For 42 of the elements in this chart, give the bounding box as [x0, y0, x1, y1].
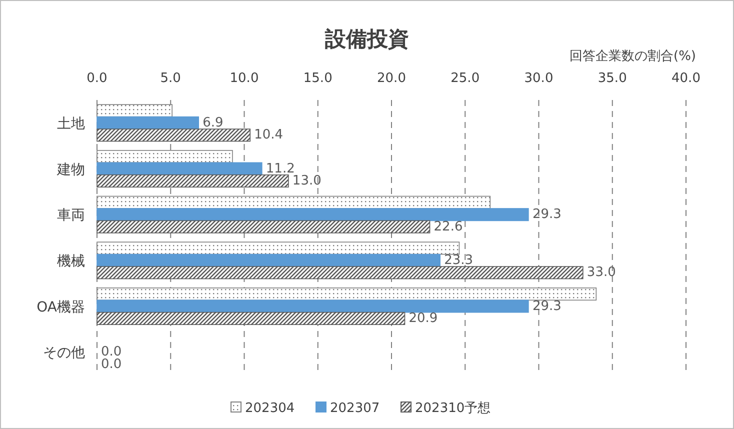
- x-tick-label: 0.0: [86, 71, 108, 86]
- x-tick-label: 5.0: [160, 71, 181, 86]
- x-tick-label: 30.0: [524, 71, 554, 86]
- data-label: 29.3: [532, 298, 562, 314]
- data-label: 22.6: [434, 219, 463, 234]
- x-tick-label: 35.0: [598, 71, 627, 86]
- bar: [96, 300, 529, 313]
- bar: [96, 312, 406, 325]
- bar: [96, 266, 584, 280]
- text: 回答企業数の割合(%): [570, 49, 696, 64]
- data-label: 13.0: [292, 173, 322, 188]
- legend-label: 202307: [330, 401, 380, 416]
- y-tick-label: その他: [43, 345, 85, 362]
- data-label: 20.9: [408, 310, 438, 326]
- x-tick-label: 40.0: [672, 71, 700, 86]
- x-tick-label: 20.0: [377, 71, 406, 86]
- data-label: 10.4: [254, 128, 284, 143]
- y-tick-label: 車両: [57, 208, 85, 224]
- bar: [96, 196, 491, 209]
- x-tick-label: 25.0: [450, 71, 480, 86]
- y-tick-label: 機械: [57, 253, 85, 270]
- bar: [96, 116, 200, 130]
- x-tick-label: 10.0: [230, 71, 259, 86]
- y-tick-label: OA機器: [36, 299, 85, 316]
- bar: [96, 162, 262, 176]
- y-tick-label: 建物: [56, 162, 85, 178]
- legend-label: 202310予想: [415, 401, 491, 416]
- bar: [96, 174, 289, 188]
- bar: [96, 242, 460, 255]
- data-label: 6.9: [202, 115, 224, 130]
- legend-label: 202304: [245, 401, 295, 416]
- data-label: 23.3: [444, 252, 474, 268]
- y-tick-label: 土地: [57, 116, 85, 132]
- data-label: 33.0: [586, 265, 616, 280]
- data-label: 29.3: [532, 207, 562, 222]
- bar: [96, 208, 529, 222]
- bar: [96, 254, 440, 267]
- bar: [96, 128, 251, 142]
- bar: [96, 220, 430, 234]
- data-label: 11.2: [266, 161, 295, 176]
- chart-title: 設備投資: [324, 27, 409, 51]
- x-tick-label: 15.0: [303, 71, 332, 86]
